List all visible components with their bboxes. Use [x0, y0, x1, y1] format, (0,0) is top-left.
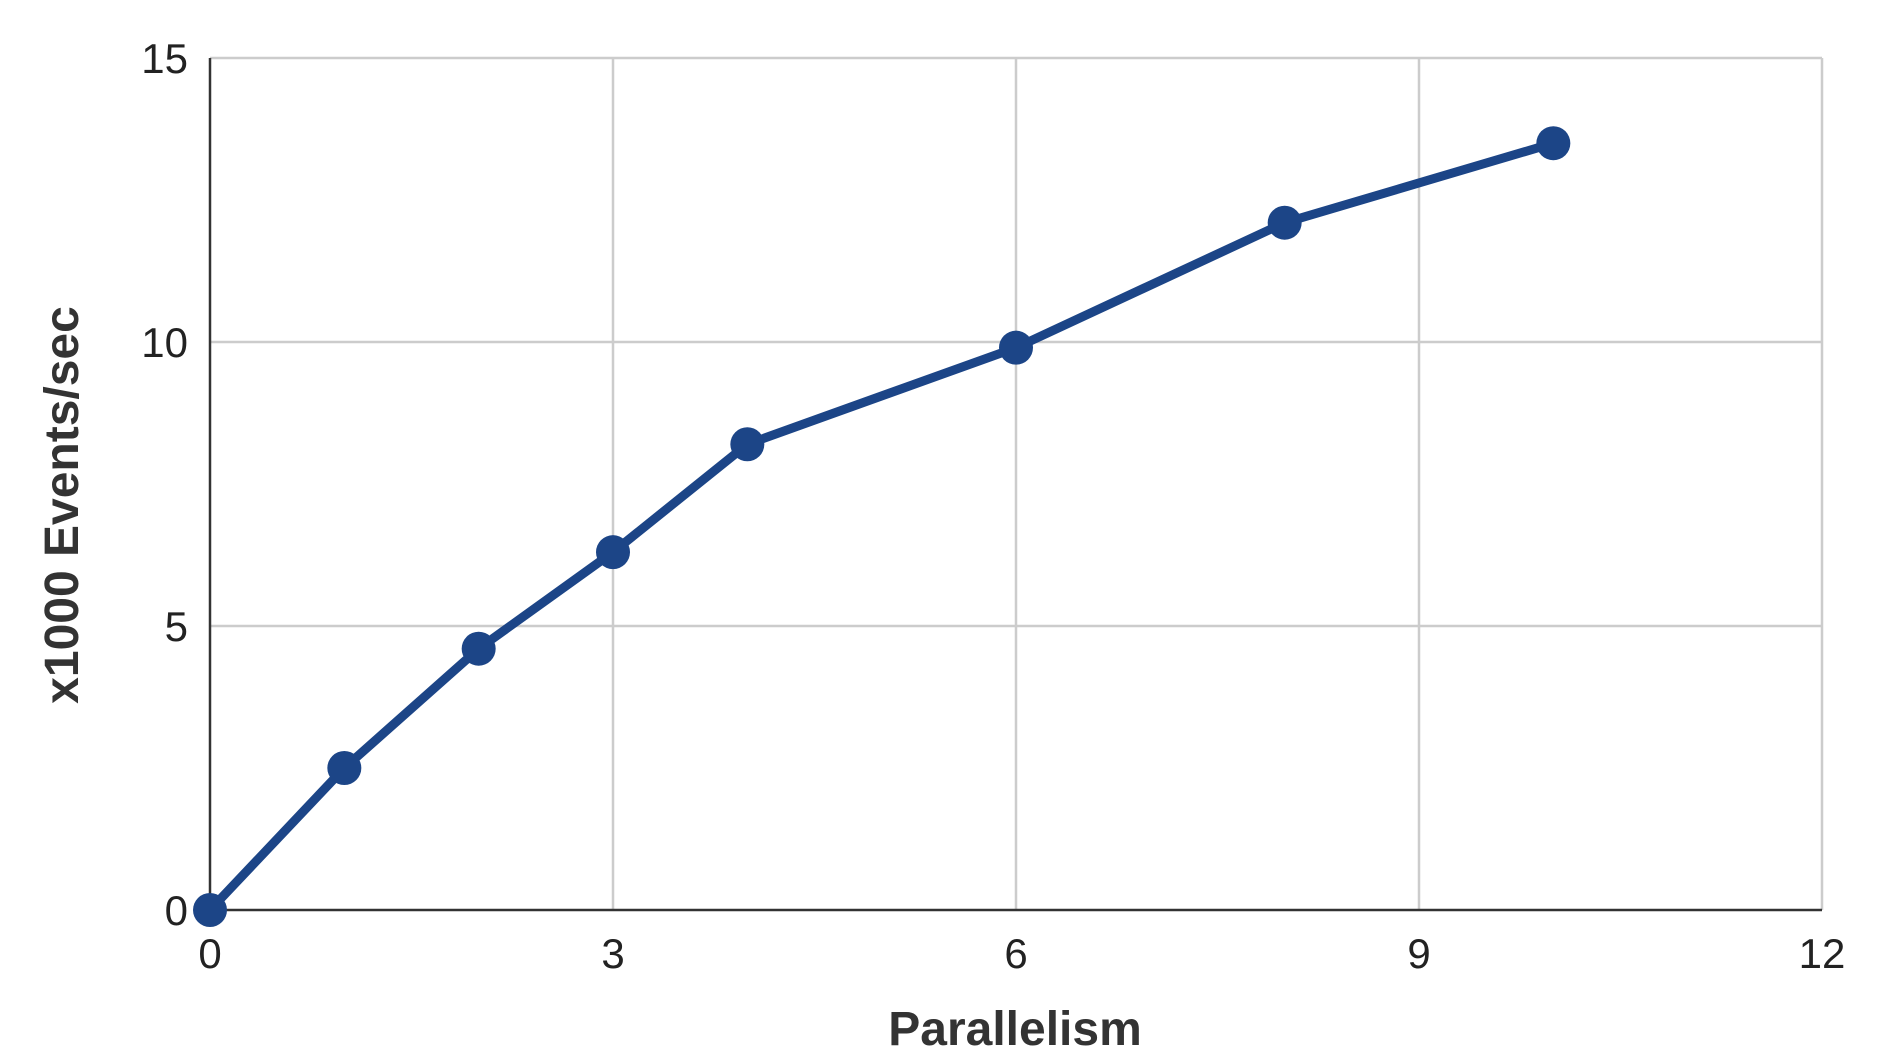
x-tick-label: 12: [1799, 930, 1846, 977]
data-point: [1536, 126, 1571, 161]
y-axis-title: x1000 Events/sec: [36, 306, 89, 704]
x-tick-label: 3: [601, 930, 624, 977]
y-tick-label: 0: [165, 887, 188, 934]
series-line: [205, 138, 1558, 915]
tick-labels: 0 3 6 9 12 0 5 10 15: [141, 35, 1845, 977]
x-tick-label: 6: [1004, 930, 1027, 977]
data-point: [1267, 205, 1302, 240]
axes: [208, 58, 1822, 912]
grid-lines: [210, 56, 1824, 910]
y-tick-label: 5: [165, 603, 188, 650]
x-tick-label: 0: [198, 930, 221, 977]
y-tick-label: 10: [141, 319, 188, 366]
x-axis-title: Parallelism: [888, 1003, 1142, 1056]
data-point: [730, 427, 765, 462]
data-point: [461, 631, 496, 666]
data-point: [193, 893, 227, 927]
series-layer: [193, 126, 1571, 927]
data-point: [327, 751, 362, 785]
data-point: [596, 535, 630, 570]
data-point: [999, 330, 1033, 365]
x-tick-label: 9: [1407, 930, 1430, 977]
y-tick-label: 15: [141, 35, 188, 82]
